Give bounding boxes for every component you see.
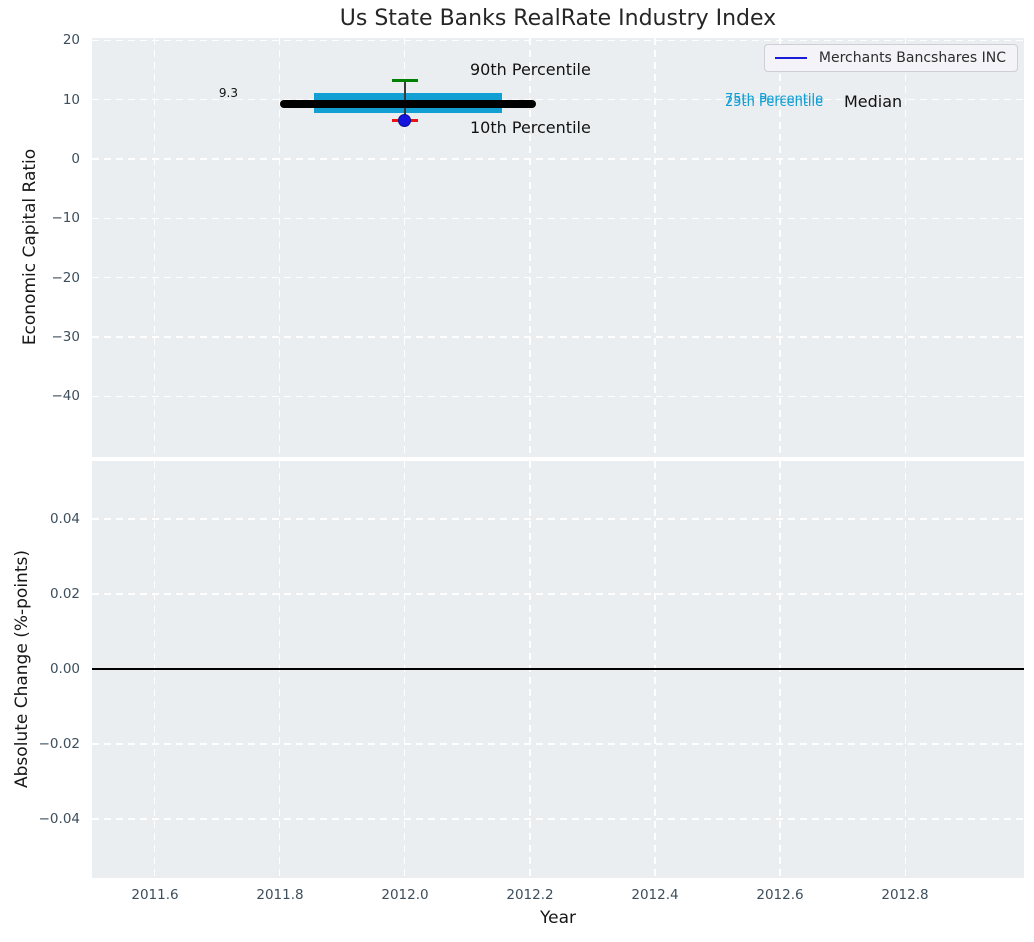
p10-annotation: 10th Percentile [470, 118, 591, 137]
horizontal-gridline [92, 518, 1024, 520]
x-tick-label: 2012.0 [381, 887, 429, 903]
y-tick-label: −0.02 [38, 736, 80, 752]
legend: Merchants Bancshares INC [763, 44, 1018, 72]
y-tick-label: 0.00 [49, 661, 80, 677]
x-tick-label: 2012.6 [756, 887, 804, 903]
horizontal-gridline [92, 39, 1024, 42]
y-tick-label: 10 [62, 92, 80, 108]
horizontal-gridline [92, 158, 1024, 160]
vertical-gridline [779, 38, 781, 457]
top-axes: Merchants Bancshares INC [92, 38, 1024, 457]
vertical-gridline [654, 38, 656, 457]
horizontal-gridline [92, 217, 1024, 219]
y-tick-label: −0.04 [38, 811, 80, 827]
horizontal-gridline [92, 743, 1024, 745]
horizontal-gridline [92, 99, 1024, 101]
p90-cap [391, 79, 418, 83]
horizontal-gridline [92, 395, 1024, 397]
x-tick-label: 2012.4 [631, 887, 679, 903]
p90-annotation: 90th Percentile [470, 60, 591, 79]
bottom-axes [92, 461, 1024, 878]
horizontal-gridline [92, 336, 1024, 338]
y-tick-label: −10 [51, 210, 81, 226]
vertical-gridline [279, 38, 281, 457]
median-line [279, 99, 537, 108]
p75-annotation: 75th Percentile [725, 92, 824, 107]
y-tick-label: 20 [62, 32, 80, 48]
y-axis-label-top: Economic Capital Ratio [20, 148, 40, 346]
legend-line-swatch [774, 57, 807, 59]
y-tick-label: 0 [71, 151, 80, 167]
x-tick-label: 2011.8 [256, 887, 304, 903]
vertical-gridline [529, 38, 531, 457]
y-tick-label: −30 [51, 329, 81, 345]
x-tick-label: 2011.6 [131, 887, 179, 903]
company-dot [398, 113, 412, 127]
x-tick-label: 2012.2 [506, 887, 554, 903]
vertical-gridline [153, 38, 156, 457]
x-tick-label: 2012.8 [881, 887, 929, 903]
zero-line [92, 668, 1024, 671]
horizontal-gridline [92, 593, 1024, 595]
chart-title: Us State Banks RealRate Industry Index [339, 6, 777, 31]
median-annotation: Median [844, 92, 903, 111]
x-axis-label: Year [540, 908, 576, 928]
legend-label: Merchants Bancshares INC [818, 50, 1006, 66]
horizontal-gridline [92, 276, 1024, 279]
vertical-gridline [904, 38, 906, 457]
y-tick-label: −40 [51, 388, 81, 404]
horizontal-gridline [92, 818, 1024, 820]
y-tick-label: 0.04 [49, 511, 80, 527]
y-tick-label: 0.02 [49, 586, 80, 602]
p25-annotation: 25th Percentile [725, 95, 824, 110]
y-tick-label: −20 [51, 270, 81, 286]
vertical-gridline [404, 38, 406, 457]
median-value-label: 9.3 [218, 86, 238, 100]
